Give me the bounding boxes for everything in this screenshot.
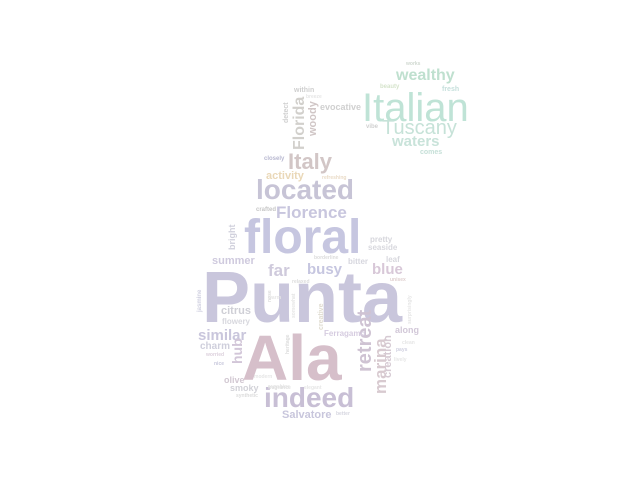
word-sunshine: sunshine [268, 384, 290, 390]
word-pays: pays [396, 347, 408, 353]
word-works: works [406, 61, 421, 67]
word-clean: clean [402, 340, 415, 346]
word-tuscany: Tuscany [382, 117, 457, 139]
word-fragrance: fragrance [268, 385, 291, 391]
word-smoky: smoky [230, 383, 259, 393]
word-borderline: borderline [314, 255, 339, 261]
word-creative: creative [318, 303, 325, 330]
word-similar: similar [198, 327, 247, 344]
word-warm: warm [268, 295, 282, 301]
word-flowery: flowery [222, 317, 251, 326]
word-woody: woody [307, 101, 319, 136]
word-unisex: unisex [390, 277, 406, 283]
word-evocative: evocative [320, 102, 362, 112]
word-pretty: pretty [370, 235, 393, 244]
word-detect: detect [283, 102, 290, 123]
word-summer: summer [212, 255, 255, 267]
word-charm: charm [200, 341, 231, 352]
word-waters: waters [392, 133, 440, 150]
word-punta: Punta [202, 258, 403, 338]
word-breeze: breeze [306, 94, 322, 100]
word-closely: closely [264, 156, 285, 162]
word-far: far [268, 261, 290, 280]
word-heritage: heritage [285, 334, 291, 354]
word-beauty: beauty [380, 84, 400, 90]
word-wealthy: wealthy [396, 67, 455, 84]
word-fresh: fresh [442, 86, 460, 93]
word-seaside: seaside [368, 243, 398, 252]
word-florence: Florence [276, 203, 347, 222]
word-synthetic: synthetic [236, 393, 258, 399]
word-crafted: crafted [256, 207, 277, 213]
word-relaxed: relaxed [292, 279, 310, 285]
word-citrus: citrus [221, 305, 251, 317]
word-busy: busy [307, 261, 343, 278]
word-somewhat: somewhat [291, 293, 297, 318]
word-bright: bright [227, 224, 237, 251]
word-refreshing: refreshing [322, 175, 347, 181]
word-blue: blue [372, 261, 403, 278]
word-italian: Italian [362, 86, 469, 130]
word-jasmine: jasmine [197, 289, 203, 312]
word-worried: worried [206, 352, 225, 358]
word-creation: creation [382, 335, 394, 378]
word-florida: Florida [291, 96, 308, 150]
word-ferragamo: Ferragamo [324, 329, 366, 338]
word-salvatore: Salvatore [282, 409, 332, 421]
word-vibe: vibe [366, 124, 379, 130]
word-activity: activity [266, 170, 304, 182]
word-better: better [336, 411, 350, 417]
word-italy: Italy [288, 149, 333, 174]
word-within: within [294, 87, 315, 94]
word-elegant: elegant [304, 385, 322, 391]
word-indeed: indeed [264, 382, 355, 413]
word-nice: nice [214, 361, 225, 367]
word-along: along [395, 325, 419, 335]
word-ala: Ala [242, 322, 342, 394]
word-modern: modern [254, 374, 273, 380]
word-olive: olive [224, 375, 245, 385]
word-surprisingly: surprisingly [407, 295, 413, 324]
word-floral: floral [244, 211, 362, 264]
word-leaf: leaf [386, 255, 400, 264]
word-hub: hub [229, 338, 245, 364]
word-located: located [256, 174, 355, 205]
word-lively: lively [394, 357, 407, 363]
word-bitter: bitter [348, 257, 368, 266]
word-comes: comes [420, 149, 443, 156]
